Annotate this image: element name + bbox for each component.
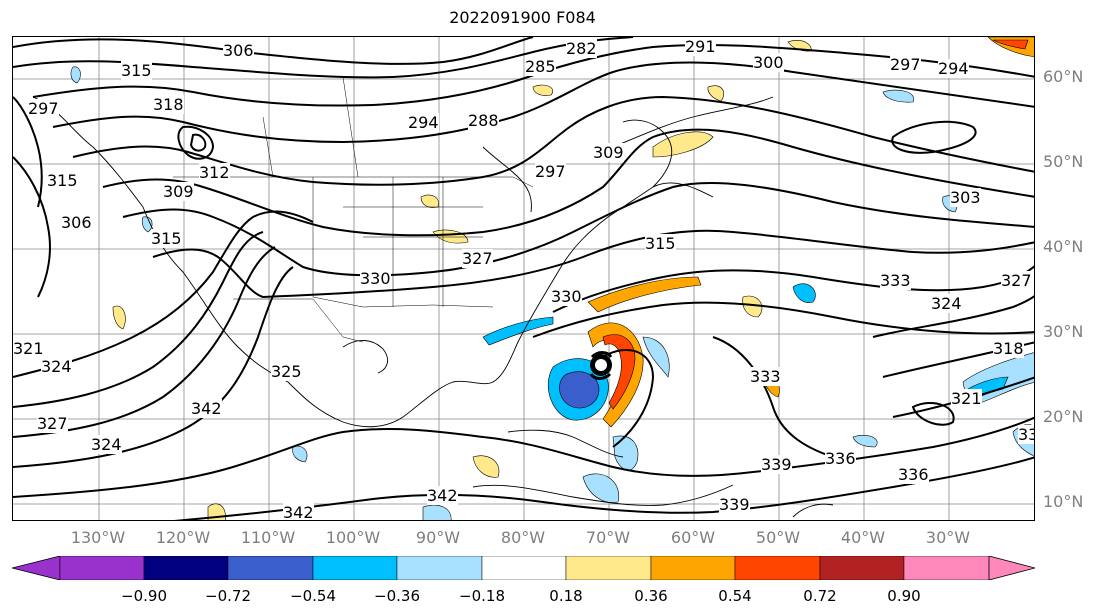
- contour-label: 318: [993, 339, 1024, 358]
- colorbar-bin: [312, 556, 398, 580]
- contour-label: 327: [462, 249, 493, 268]
- colorbar-tick: 0.90: [887, 587, 921, 605]
- coastlines: [32, 96, 834, 518]
- map-svg: [13, 37, 1034, 520]
- colorbar-bin: [143, 556, 229, 580]
- lon-label: 50°W: [755, 528, 801, 547]
- shaded-anomalies: [70, 37, 1034, 520]
- contour-label: 327: [1001, 271, 1032, 290]
- contour-label: 300: [753, 53, 784, 72]
- contour-label: 294: [408, 113, 439, 132]
- contour-label: 327: [37, 414, 68, 433]
- contour-label: 325: [271, 362, 302, 381]
- colorbar-bin: [819, 556, 905, 580]
- contour-label: 330: [360, 269, 391, 288]
- contour-label: 309: [593, 143, 624, 162]
- contour-label: 339: [761, 455, 792, 474]
- plot-title: 2022091900 F084: [449, 8, 596, 27]
- contour-label: 342: [427, 486, 458, 505]
- contour-label: 342: [283, 503, 314, 521]
- colorbar-bin: [227, 556, 314, 580]
- lon-label: 90°W: [415, 528, 461, 547]
- contour-label: 285: [525, 57, 556, 76]
- lon-label: 60°W: [670, 528, 716, 547]
- contour-label: 324: [91, 435, 122, 454]
- colorbar-tick: 0.36: [634, 587, 668, 605]
- contour-label: 282: [566, 39, 597, 58]
- contour-label: 297: [535, 162, 566, 181]
- colorbar-tick: 0.72: [803, 587, 837, 605]
- lon-label: 70°W: [585, 528, 631, 547]
- colorbar-bin: [734, 556, 821, 580]
- colorbar-bin: [903, 556, 990, 580]
- colorbar-tick: −0.54: [290, 587, 336, 605]
- contour-label: 291: [685, 37, 716, 56]
- lat-label: 10°N: [1043, 492, 1084, 511]
- contour-label: 309: [163, 182, 194, 201]
- colorbar-bin: [396, 556, 483, 580]
- colorbar-bin: [650, 556, 736, 580]
- contour-label: 315: [47, 171, 78, 190]
- lon-label: 120°W: [155, 528, 211, 547]
- contour-label: 339: [1018, 425, 1034, 444]
- colorbar-bin: [481, 556, 567, 580]
- lon-label: 30°W: [925, 528, 971, 547]
- contour-label: 315: [121, 61, 152, 80]
- colorbar-bin: [565, 556, 652, 580]
- colorbar-tick: 0.54: [718, 587, 752, 605]
- lon-label: 130°W: [70, 528, 126, 547]
- colorbar-tick: −0.36: [374, 587, 420, 605]
- lat-label: 40°N: [1043, 237, 1084, 256]
- contour-label: 306: [223, 41, 254, 60]
- lat-label: 20°N: [1043, 407, 1084, 426]
- contour-label: 294: [938, 59, 969, 78]
- contour-label: 297: [28, 99, 59, 118]
- contour-label: 336: [825, 449, 856, 468]
- contour-label: 318: [153, 95, 184, 114]
- lon-label: 110°W: [240, 528, 296, 547]
- colorbar-tick: 0.18: [549, 587, 583, 605]
- lat-label: 50°N: [1043, 152, 1084, 171]
- height-contours: [13, 37, 1034, 520]
- contour-label: 303: [950, 188, 981, 207]
- contour-label: 333: [880, 271, 911, 290]
- contour-label: 324: [931, 294, 962, 313]
- hurricane-marker: [589, 351, 613, 380]
- colorbar-under: [12, 556, 61, 580]
- lon-label: 40°W: [840, 528, 886, 547]
- contour-label: 306: [61, 213, 92, 232]
- contour-label: 297: [890, 55, 921, 74]
- colorbar-tick: −0.18: [459, 587, 505, 605]
- lat-label: 30°N: [1043, 322, 1084, 341]
- lat-label: 60°N: [1043, 67, 1084, 86]
- contour-label: 315: [645, 234, 676, 253]
- colorbar-tick: −0.90: [121, 587, 167, 605]
- lon-label: 80°W: [500, 528, 546, 547]
- contour-label: 342: [191, 399, 222, 418]
- contour-label: 312: [199, 163, 230, 182]
- contour-label: 321: [951, 389, 982, 408]
- colorbar-bin: [59, 556, 145, 580]
- contour-label: 339: [719, 495, 750, 514]
- colorbar-over: [988, 556, 1035, 580]
- contour-label: 330: [551, 287, 582, 306]
- colorbar: [12, 556, 1035, 580]
- contour-label: 315: [151, 229, 182, 248]
- map-panel: 306 315 318 297 315 306 315 309 312 294 …: [12, 36, 1035, 521]
- colorbar-tick: −0.72: [205, 587, 251, 605]
- contour-label: 336: [898, 465, 929, 484]
- contour-label: 333: [750, 367, 781, 386]
- contour-label: 324: [41, 357, 72, 376]
- contour-label: 288: [468, 111, 499, 130]
- lon-label: 100°W: [325, 528, 381, 547]
- contour-label: 321: [13, 339, 44, 358]
